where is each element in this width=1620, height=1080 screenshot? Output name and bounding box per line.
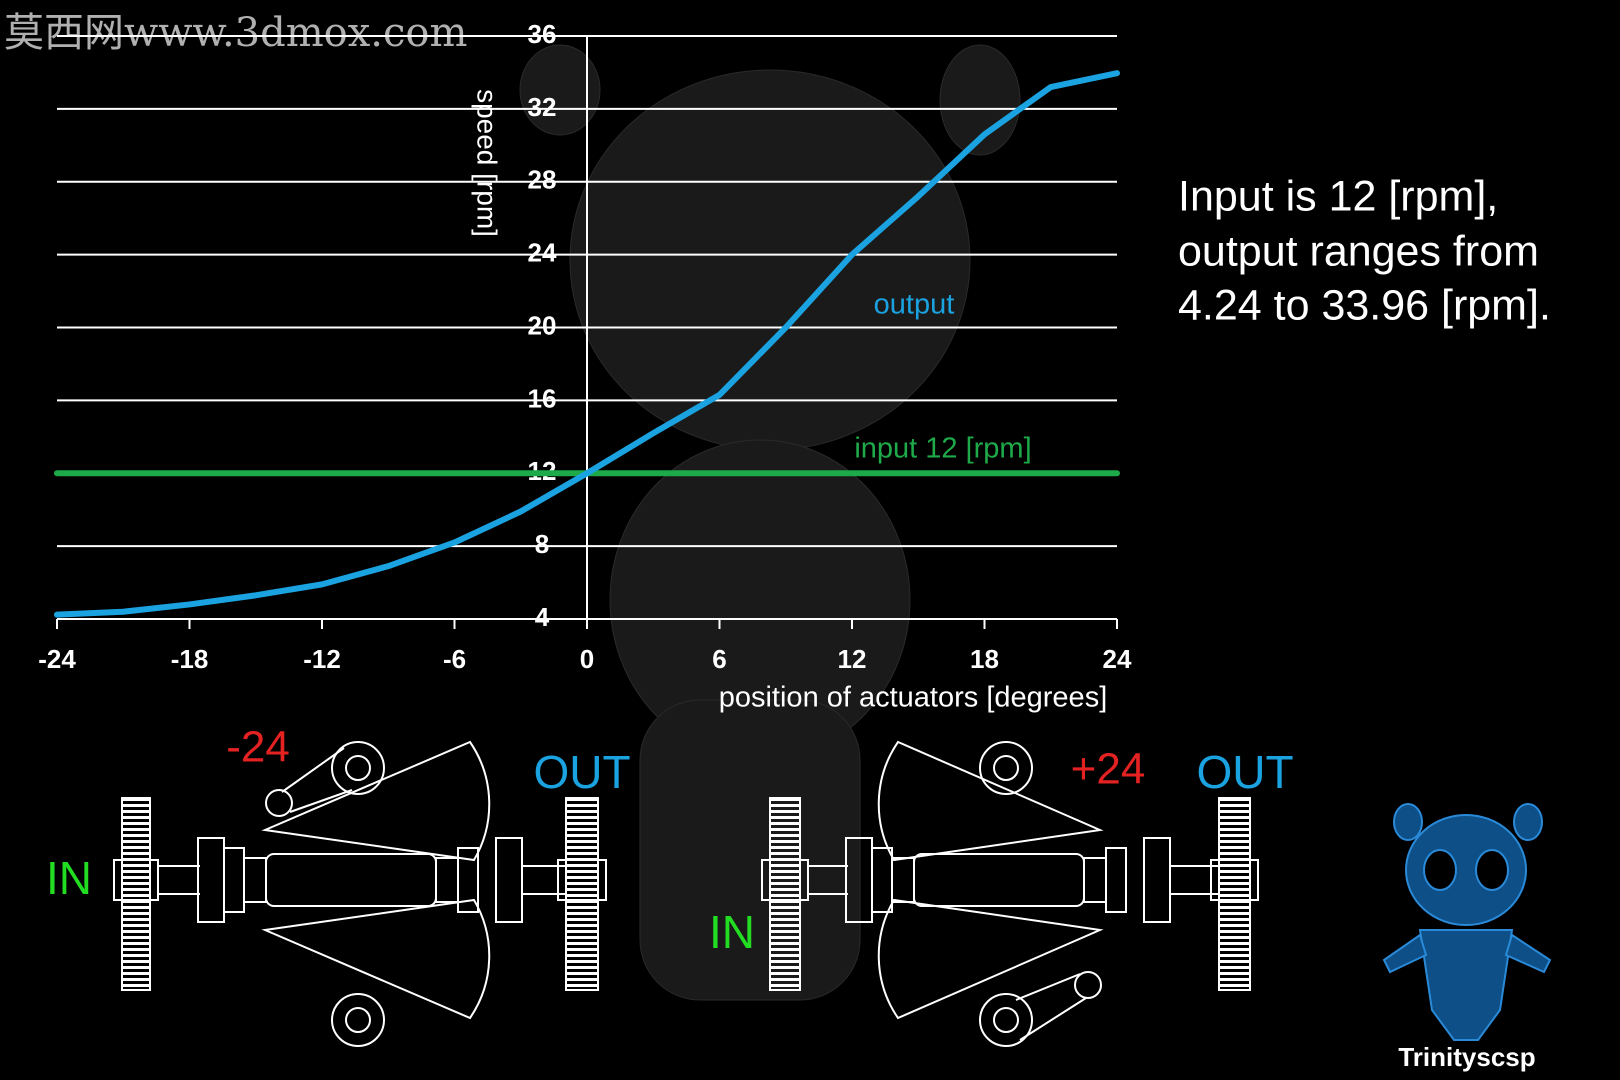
- watermark: 莫西网www.3dmox.com: [4, 10, 467, 56]
- x-tick-label: 6: [712, 644, 726, 674]
- x-tick-label: 18: [970, 644, 999, 674]
- y-tick-label: 28: [528, 165, 557, 195]
- y-tick-label: 4: [535, 602, 550, 632]
- x-tick-label: 0: [580, 644, 594, 674]
- diagram-label: OUT: [1196, 746, 1293, 798]
- annotation-line: output ranges from: [1178, 227, 1539, 275]
- diagram-label: IN: [709, 906, 755, 958]
- gearbox-left: [113, 740, 607, 1047]
- gearbox-right: [761, 740, 1259, 1047]
- x-tick-label: -12: [303, 644, 341, 674]
- x-tick-label: 24: [1103, 644, 1132, 674]
- annotation-line: Input is 12 [rpm],: [1178, 172, 1498, 220]
- diagram-label: +24: [1071, 745, 1146, 794]
- mascot: [1382, 803, 1552, 1041]
- annotation-line: 4.24 to 33.96 [rpm].: [1178, 281, 1551, 329]
- y-tick-label: 36: [528, 19, 557, 49]
- y-tick-label: 20: [528, 310, 557, 340]
- x-tick-label: -18: [171, 644, 209, 674]
- x-tick-label: 12: [838, 644, 867, 674]
- diagram-label: IN: [46, 852, 92, 904]
- y-tick-label: 8: [535, 529, 549, 559]
- credit: Trinityscsp: [1398, 1042, 1535, 1072]
- y-tick-label: 24: [528, 238, 557, 268]
- y-tick-label: 32: [528, 92, 557, 122]
- diagram-label: -24: [226, 723, 290, 772]
- y-axis-label: speed [rpm]: [472, 89, 503, 237]
- x-tick-label: -24: [38, 644, 76, 674]
- y-tick-label: 16: [528, 383, 557, 413]
- series-line: [54, 70, 1120, 618]
- series-label: output: [874, 289, 955, 321]
- x-tick-label: -6: [443, 644, 466, 674]
- series-label: input 12 [rpm]: [854, 433, 1031, 465]
- x-axis-label: position of actuators [degrees]: [719, 682, 1108, 714]
- diagram-label: OUT: [533, 746, 630, 798]
- background-figure: [519, 44, 1021, 1001]
